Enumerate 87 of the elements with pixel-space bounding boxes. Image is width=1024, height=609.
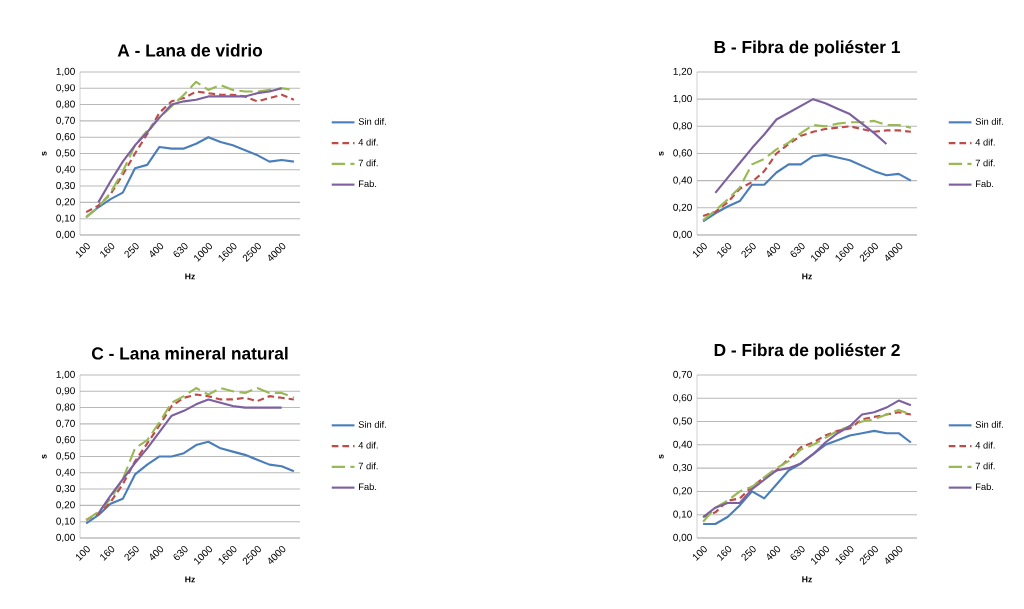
x-tick-label: 100 <box>692 545 707 561</box>
y-axis-title: s <box>41 454 47 459</box>
x-tick-label: 250 <box>741 545 756 562</box>
y-tick-label: 0,60 <box>673 394 692 403</box>
y-axis-title: s <box>41 151 47 156</box>
legend-label: Sin dif. <box>975 420 1003 428</box>
legend-label: 7 dif. <box>975 462 995 470</box>
y-axis-title: s <box>658 151 664 156</box>
y-tick-label: 0,80 <box>673 122 692 131</box>
y-tick-label: 0,80 <box>56 403 75 412</box>
y-tick-label: 1,00 <box>56 370 75 380</box>
y-tick-label: 1,20 <box>673 67 692 77</box>
legend-label: Fab. <box>976 483 994 491</box>
legend-label: 4 dif. <box>358 138 378 146</box>
y-tick-label: 0,50 <box>673 417 692 426</box>
y-tick-label: 0,60 <box>673 149 692 158</box>
y-tick-label: 0,50 <box>56 149 75 158</box>
x-tick-label: 400 <box>150 242 164 258</box>
legend-label: 4 dif. <box>975 441 995 449</box>
y-tick-label: 0,20 <box>56 501 75 510</box>
y-tick-label: 0,40 <box>673 440 692 449</box>
legend-label: 7 dif. <box>975 159 995 167</box>
y-tick-label: 0,10 <box>56 517 75 526</box>
y-axis-title: s <box>658 454 664 459</box>
line-series <box>702 429 912 526</box>
x-tick-label: 100 <box>692 242 707 258</box>
x-tick-label: 160 <box>100 242 115 258</box>
y-tick-label: 0,40 <box>56 165 75 174</box>
y-tick-label: 0,40 <box>56 468 75 477</box>
x-axis-title: Hz <box>802 576 812 583</box>
y-tick-label: 0,30 <box>56 181 75 191</box>
y-tick-label: 0,90 <box>56 84 75 93</box>
chart-title: B - Fibra de poliéster 1 <box>714 40 900 57</box>
x-axis-title: Hz <box>185 273 195 280</box>
y-tick-label: 0,10 <box>56 214 75 223</box>
x-tick-label: 630 <box>790 242 805 258</box>
chart-title: A - Lana de vidrio <box>117 43 263 57</box>
chart-title: C - Lana mineral natural <box>91 346 288 360</box>
y-tick-label: 0,70 <box>56 116 75 126</box>
y-tick-label: 0,70 <box>56 419 75 429</box>
y-tick-label: 0,50 <box>56 452 75 461</box>
y-tick-label: 0,00 <box>673 230 692 240</box>
x-tick-label: 630 <box>173 545 188 561</box>
legend-label: Fab. <box>359 180 377 188</box>
y-tick-label: 0,60 <box>56 133 75 142</box>
y-tick-label: 0,30 <box>56 484 75 494</box>
x-tick-label: 100 <box>75 545 90 561</box>
legend-label: 7 dif. <box>358 159 378 167</box>
legend-label: Sin dif. <box>975 117 1003 125</box>
x-tick-label: 630 <box>790 545 805 561</box>
x-tick-label: 250 <box>124 242 139 259</box>
y-tick-label: 0,30 <box>673 463 692 473</box>
y-tick-label: 0,70 <box>673 370 692 380</box>
chart-title: D - Fibra de poliéster 2 <box>714 343 900 360</box>
y-tick-label: 1,00 <box>673 95 692 104</box>
y-tick-label: 0,00 <box>56 533 75 543</box>
x-tick-label: 250 <box>124 545 139 562</box>
x-tick-label: 160 <box>717 242 732 258</box>
y-tick-label: 0,10 <box>673 510 692 519</box>
legend-label: Fab. <box>359 483 377 491</box>
y-tick-label: 0,20 <box>673 487 692 496</box>
legend-label: 4 dif. <box>975 138 995 146</box>
y-tick-label: 0,80 <box>56 100 75 109</box>
y-tick-label: 0,90 <box>56 387 75 396</box>
y-tick-label: 0,40 <box>673 176 692 185</box>
legend-label: Fab. <box>976 180 994 188</box>
line-series <box>85 440 295 525</box>
y-tick-label: 0,00 <box>673 533 692 543</box>
x-tick-label: 100 <box>75 242 90 258</box>
legend-label: Sin dif. <box>358 117 386 125</box>
y-tick-label: 1,00 <box>56 67 75 77</box>
x-tick-label: 400 <box>767 242 781 258</box>
legend-label: 7 dif. <box>358 462 378 470</box>
y-tick-label: 0,00 <box>56 230 75 240</box>
x-tick-label: 160 <box>100 545 115 561</box>
x-tick-label: 250 <box>741 242 756 259</box>
x-axis-title: Hz <box>802 273 812 280</box>
y-tick-label: 0,60 <box>56 436 75 445</box>
y-tick-label: 0,20 <box>56 198 75 207</box>
x-axis-title: Hz <box>185 576 195 583</box>
legend-label: 4 dif. <box>358 441 378 449</box>
x-tick-label: 160 <box>717 545 732 561</box>
x-tick-label: 400 <box>767 545 781 561</box>
x-tick-label: 630 <box>173 242 188 258</box>
x-tick-label: 400 <box>150 545 164 561</box>
legend-label: Sin dif. <box>358 420 386 428</box>
y-tick-label: 0,20 <box>673 203 692 212</box>
